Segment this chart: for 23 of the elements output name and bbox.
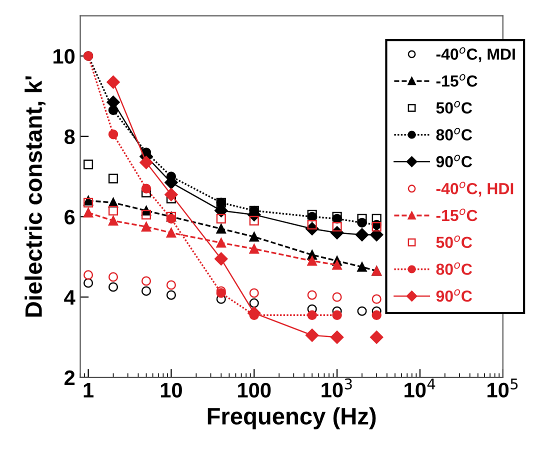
legend-label: 90$^{o}$C — [436, 154, 472, 168]
y-tick-label: 2 — [64, 370, 75, 385]
x-tick-label: 10$^{5}$ — [488, 378, 518, 398]
legend-label: 50$^{o}$C — [436, 236, 472, 248]
y-tick-label: 10 — [54, 49, 75, 64]
x-axis-title: Frequency (Hz) — [208, 407, 376, 430]
y-axis-title: Dielectric constant, k' — [24, 76, 46, 317]
legend-label: -40$^{o}$C, HDI — [436, 182, 514, 197]
legend-label: -40$^{o}$C, MDI — [436, 47, 515, 62]
y-tick-label: 4 — [64, 290, 76, 305]
legend-label: 80$^{o}$C — [436, 128, 472, 140]
x-tick-label: 10 — [160, 382, 182, 398]
legend-label: 90$^{o}$C — [436, 289, 472, 302]
y-tick-label: 8 — [64, 129, 75, 144]
x-tick-label: 1 — [84, 383, 94, 398]
x-tick-label: 10$^{4}$ — [404, 378, 436, 398]
y-tick-label: 6 — [64, 210, 75, 224]
legend-label: 80$^{o}$C — [436, 262, 472, 275]
x-tick-label: 100 — [238, 382, 271, 398]
x-tick-label: 10$^{3}$ — [322, 378, 352, 398]
legend-label: -15$^{o}$C — [436, 74, 478, 87]
legend-label: -15$^{o}$C — [436, 208, 478, 222]
legend-label: 50$^{o}$C — [436, 101, 472, 114]
